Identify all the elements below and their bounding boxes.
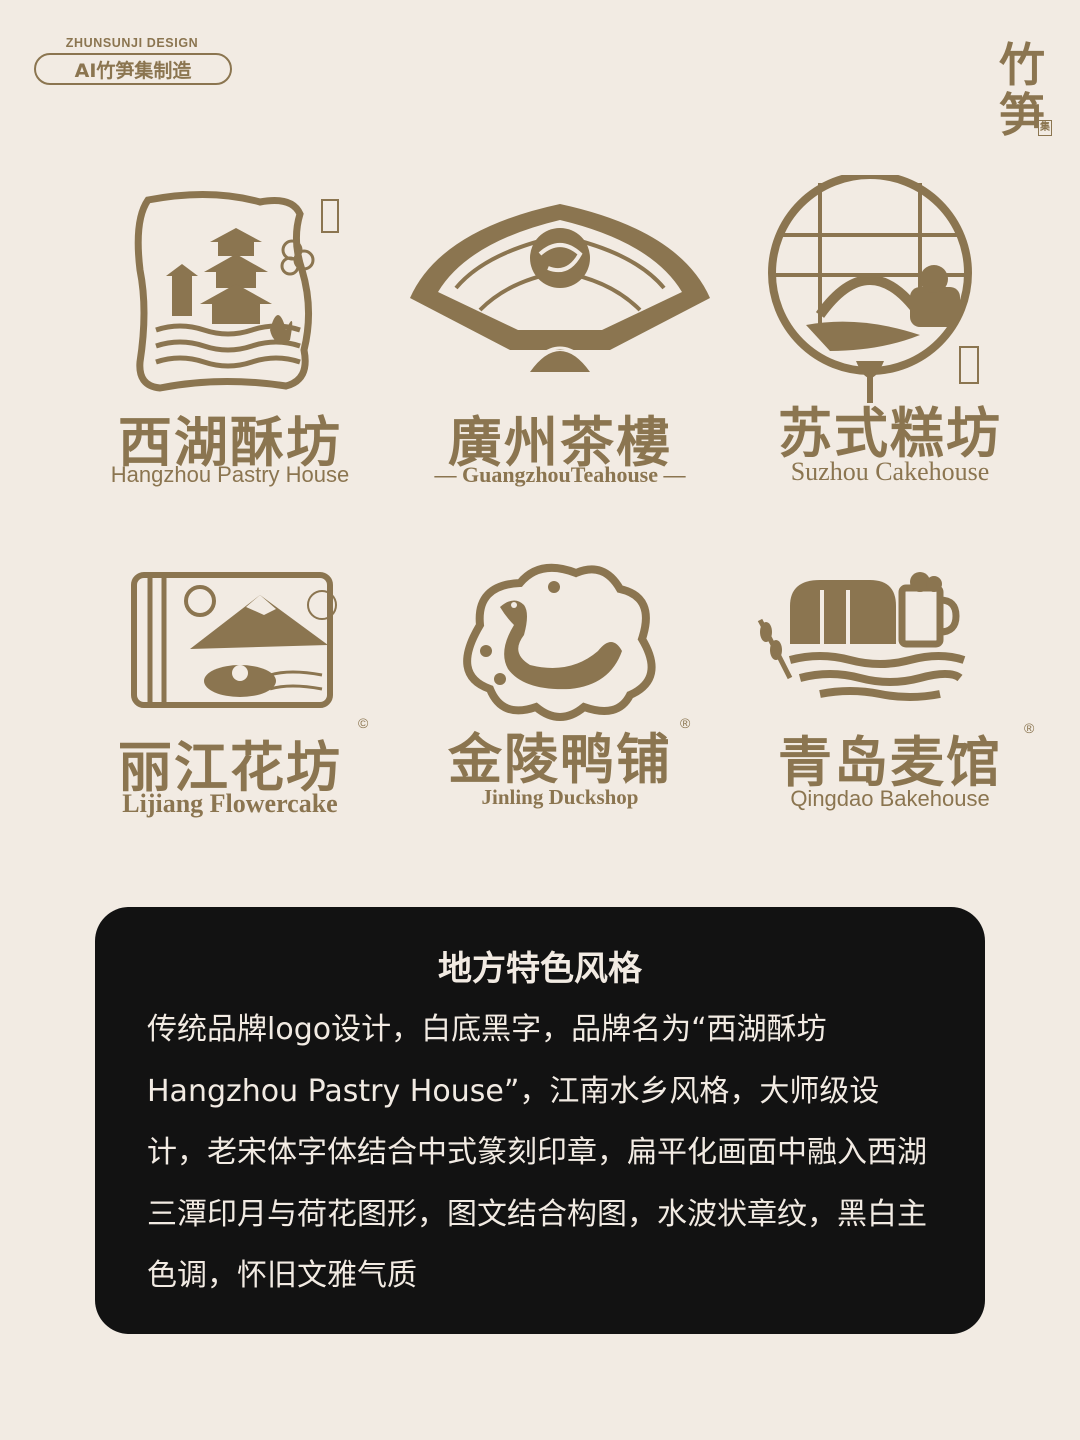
logo-title-en: Hangzhou Pastry House (110, 462, 350, 487)
logo-qingdao: 青岛麦馆 ® Qingdao Bakehouse (720, 560, 1060, 890)
mountain-flower-cake-icon (131, 572, 337, 708)
card-body: 传统品牌logo设计，白底黑字，品牌名为“西湖酥坊Hangzhou Pastry… (147, 1012, 927, 1293)
registered-mark: ® (680, 715, 691, 731)
studio-name: ZHUNSUNJI DESIGN (65, 36, 199, 50)
logo-title-cn: 西湖酥坊 (118, 410, 342, 474)
logo-title-en: — GuangzhouTeahouse — (434, 462, 686, 487)
logo-title-cn: 金陵鸭铺 (448, 727, 672, 791)
logo-lijiang: 丽江花坊 © Lijiang Flowercake (60, 565, 400, 895)
logo-title-cn: 青岛麦馆 (778, 730, 1002, 794)
logo-title-en: Lijiang Flowercake (122, 789, 338, 818)
logo-title-en: Jinling Duckshop (481, 785, 639, 809)
studio-brand: ZHUNSUNJI DESIGN AI竹笋集制造 (34, 36, 234, 85)
shrimp-dumpling-fan-icon (410, 204, 710, 372)
bread-beer-wave-icon (757, 572, 966, 701)
logo-title-cn: 丽江花坊 (118, 735, 342, 799)
corner-logo: 竹笋 集 (994, 38, 1052, 142)
bridge-cake-window-icon (768, 175, 979, 403)
corner-logo-small: 集 (1038, 120, 1052, 136)
registered-mark: ® (1024, 720, 1035, 736)
studio-badge: AI竹笋集制造 (34, 53, 232, 85)
logo-title-en: Suzhou Cakehouse (790, 457, 990, 486)
registered-mark: © (358, 715, 369, 731)
pagoda-lotus-seal-icon (134, 190, 339, 392)
prompt-card: 地方特色风格 传统品牌logo设计，白底黑字，品牌名为“西湖酥坊Hangzhou… (95, 907, 985, 1334)
logo-suzhou: 苏式糕坊 Suzhou Cakehouse (720, 175, 1060, 505)
logo-title-cn: 廣州茶樓 (448, 410, 672, 474)
logo-hangzhou: 西湖酥坊 Hangzhou Pastry House (60, 180, 400, 510)
logo-title-cn: 苏式糕坊 (778, 401, 1002, 465)
logo-title-en: Qingdao Bakehouse (790, 786, 990, 811)
card-title: 地方特色风格 (438, 949, 642, 989)
logo-guangzhou: 廣州茶樓 — GuangzhouTeahouse — (390, 180, 730, 510)
duck-plum-cloud-icon (463, 563, 656, 721)
corner-logo-text: 竹笋 (999, 38, 1045, 142)
logo-jinling: 金陵鸭铺 ® Jinling Duckshop (390, 555, 730, 885)
